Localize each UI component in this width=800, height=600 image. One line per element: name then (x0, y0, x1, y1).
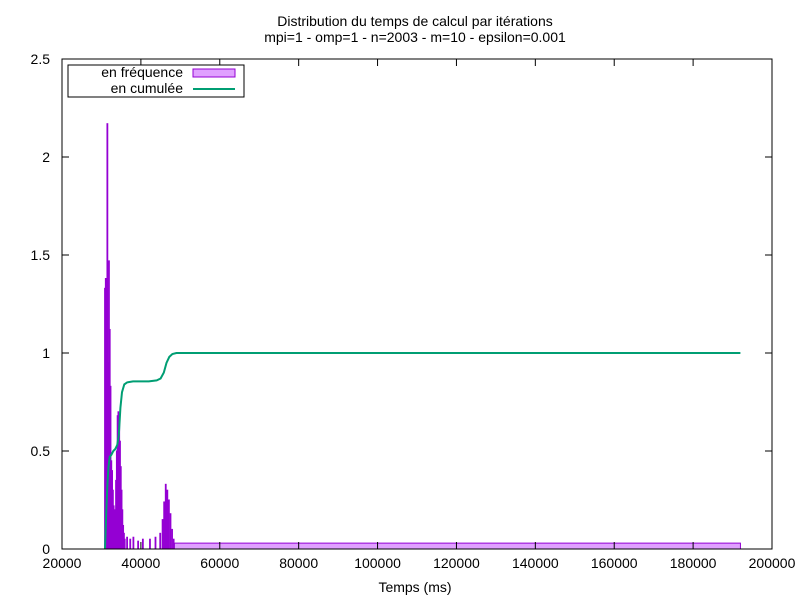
histogram-bar (123, 538, 126, 550)
histogram-bar (172, 538, 175, 550)
plot-frame (61, 58, 773, 550)
x-tick-label: 60000 (200, 555, 239, 571)
x-tick-label: 180000 (670, 555, 717, 571)
legend-label-cumulative: en cumulée (111, 80, 184, 96)
x-tick-label: 100000 (354, 555, 401, 571)
x-tick-label: 160000 (591, 555, 638, 571)
y-tick-label: 2 (42, 149, 50, 165)
x-tick-label: 80000 (279, 555, 318, 571)
histogram-bar (141, 538, 144, 550)
y-tick-label: 0.5 (31, 443, 51, 459)
x-axis-label: Temps (ms) (378, 579, 451, 595)
chart-subtitle: mpi=1 - omp=1 - n=2003 - m=10 - epsilon=… (264, 29, 566, 45)
y-tick-label: 1 (42, 345, 50, 361)
plot-area: 20000 40000 60000 80000 100000 120000 140000 16… (31, 51, 796, 571)
histogram-bar (169, 513, 172, 550)
y-tick-label: 1.5 (31, 247, 51, 263)
cumulative-line (104, 352, 741, 550)
x-tick-label: 200000 (749, 555, 796, 571)
histogram-bar (159, 532, 162, 550)
histogram-bar (166, 489, 169, 550)
histogram-bar (126, 536, 128, 550)
histogram-bar (164, 483, 167, 550)
histogram-bar (149, 538, 151, 550)
histogram-tail-bar (173, 542, 741, 550)
legend: en fréquence en cumulée (67, 64, 245, 98)
histogram-bar (154, 536, 157, 550)
y-tick-label: 2.5 (31, 51, 51, 67)
histogram-bar (171, 528, 173, 550)
histogram-bar (132, 536, 135, 550)
histogram-bar (129, 538, 132, 550)
y-tick-label: 0 (42, 541, 50, 557)
chart-title: Distribution du temps de calcul par itér… (277, 13, 552, 29)
x-tick-label: 20000 (43, 555, 82, 571)
x-tick-label: 120000 (433, 555, 480, 571)
legend-box (67, 64, 245, 98)
histogram-bar (137, 540, 140, 550)
histogram-bar (163, 501, 166, 550)
histogram-bar (161, 519, 164, 550)
legend-label-frequency: en fréquence (101, 64, 183, 80)
x-tick-label: 40000 (121, 555, 160, 571)
legend-swatch-frequency (192, 68, 236, 78)
histogram-bar (168, 499, 170, 550)
x-tick-label: 140000 (512, 555, 559, 571)
